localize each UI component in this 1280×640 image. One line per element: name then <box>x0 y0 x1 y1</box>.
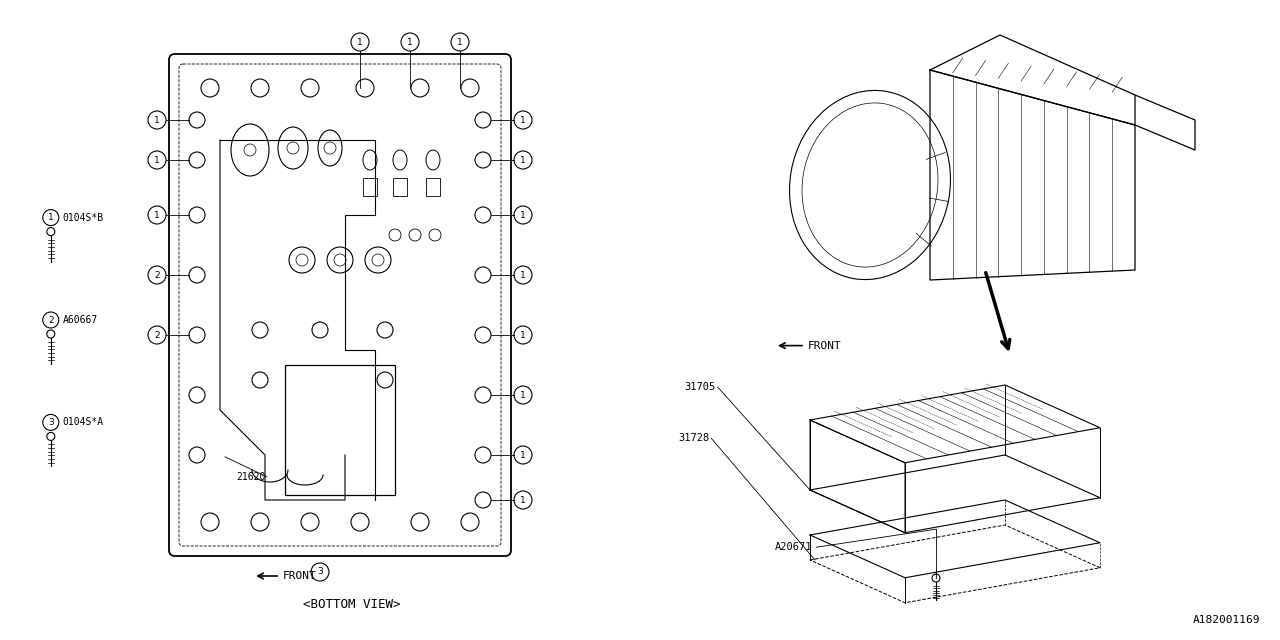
Text: 1: 1 <box>520 451 526 460</box>
Text: 1: 1 <box>457 38 463 47</box>
Text: 1: 1 <box>154 211 160 220</box>
Circle shape <box>351 33 369 51</box>
Circle shape <box>451 33 468 51</box>
Circle shape <box>515 446 532 464</box>
Text: 1: 1 <box>407 38 413 47</box>
Text: A20671: A20671 <box>774 542 812 552</box>
Circle shape <box>42 415 59 431</box>
Text: A182001169: A182001169 <box>1193 615 1260 625</box>
Text: 1: 1 <box>47 213 54 222</box>
Circle shape <box>148 151 166 169</box>
Text: 0104S*A: 0104S*A <box>63 417 104 428</box>
Circle shape <box>515 386 532 404</box>
Text: 1: 1 <box>520 211 526 220</box>
Circle shape <box>515 491 532 509</box>
Circle shape <box>148 266 166 284</box>
Bar <box>285 365 396 495</box>
Circle shape <box>42 209 59 226</box>
Circle shape <box>515 151 532 169</box>
Circle shape <box>148 111 166 129</box>
Text: FRONT: FRONT <box>808 340 842 351</box>
Text: FRONT: FRONT <box>283 571 317 581</box>
Text: 1: 1 <box>154 156 160 164</box>
Circle shape <box>42 312 59 328</box>
Text: 2: 2 <box>154 271 160 280</box>
Text: 1: 1 <box>520 271 526 280</box>
Circle shape <box>148 206 166 224</box>
Text: 1: 1 <box>520 390 526 399</box>
Text: 3: 3 <box>317 568 323 577</box>
Text: 1: 1 <box>520 330 526 339</box>
Text: 1: 1 <box>520 156 526 164</box>
Circle shape <box>515 206 532 224</box>
Text: 3: 3 <box>47 418 54 427</box>
Text: 1: 1 <box>154 115 160 125</box>
Text: 0104S*B: 0104S*B <box>63 212 104 223</box>
Text: 1: 1 <box>357 38 362 47</box>
Text: 21620: 21620 <box>237 472 266 482</box>
Circle shape <box>148 326 166 344</box>
Bar <box>364 178 378 196</box>
Bar <box>393 178 407 196</box>
Circle shape <box>515 111 532 129</box>
Text: 31728: 31728 <box>678 433 709 444</box>
Text: <BOTTOM VIEW>: <BOTTOM VIEW> <box>303 598 401 611</box>
Text: 1: 1 <box>520 495 526 504</box>
Text: 1: 1 <box>520 115 526 125</box>
Text: 2: 2 <box>47 316 54 324</box>
Circle shape <box>515 266 532 284</box>
Text: A60667: A60667 <box>63 315 99 325</box>
Text: 31705: 31705 <box>685 382 716 392</box>
Bar <box>426 178 440 196</box>
Circle shape <box>515 326 532 344</box>
Circle shape <box>401 33 419 51</box>
Circle shape <box>311 563 329 581</box>
Text: 2: 2 <box>154 330 160 339</box>
